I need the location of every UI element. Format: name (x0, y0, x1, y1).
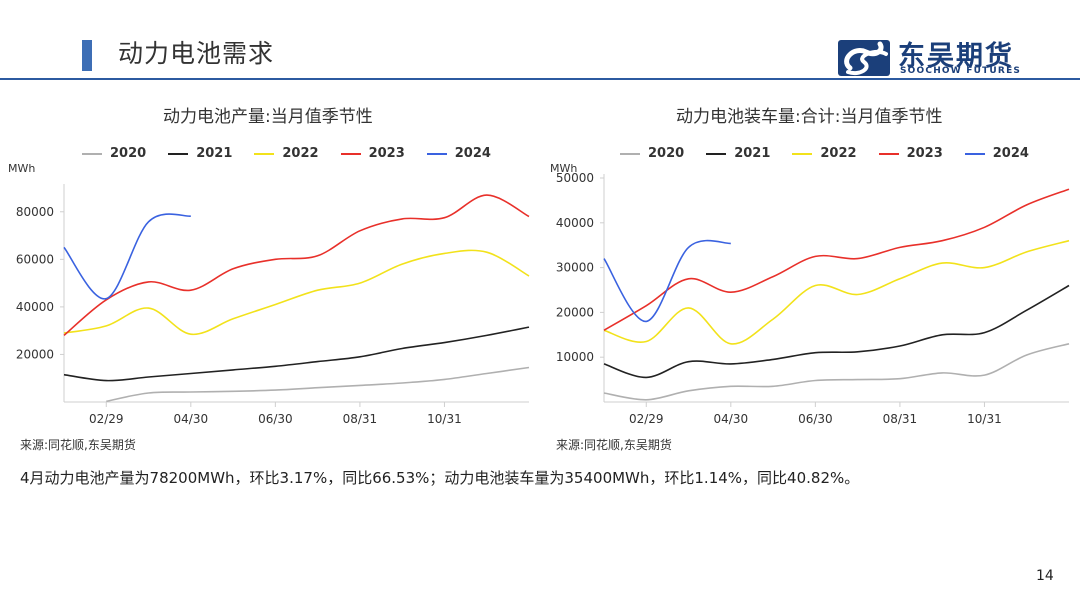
legend-label: 2023 (368, 146, 405, 161)
legend-swatch (254, 152, 275, 155)
legend-swatch (878, 152, 899, 155)
x-tick-label: 02/29 (629, 412, 664, 426)
legend-item-2022: 2022 (254, 146, 319, 161)
x-tick-label: 02/29 (89, 412, 124, 426)
legend-swatch (620, 152, 640, 155)
legend-label: 2020 (648, 146, 685, 161)
legend-label: 2021 (734, 146, 771, 161)
y-tick-label: 40000 (556, 216, 594, 230)
x-tick-label: 08/31 (343, 412, 378, 426)
x-tick-label: 06/30 (258, 412, 293, 426)
legend-item-2023: 2023 (878, 146, 943, 161)
legend-label: 2021 (196, 146, 233, 161)
logo-name: 东吴期货 (898, 41, 1014, 72)
series-line-2024 (603, 239, 731, 323)
series-line-2021 (63, 326, 530, 382)
legend-swatch (168, 152, 189, 155)
x-tick-label: 04/30 (174, 412, 209, 426)
y-tick-label: 10000 (556, 350, 594, 364)
x-tick-label: 10/31 (427, 412, 462, 426)
company-logo: 东吴期货 SOOCHOW FUTURES (836, 38, 1046, 78)
y-axis-label: MWh (8, 162, 35, 175)
legend-label: 2022 (820, 146, 857, 161)
x-tick-label: 04/30 (714, 412, 749, 426)
legend-swatch (426, 152, 447, 155)
x-tick-label: 08/31 (883, 412, 918, 426)
chart-2-legend: 2020 2021 2022 2023 2024 (620, 146, 1051, 161)
chart-1-legend: 2020 2021 2022 2023 2024 (82, 146, 513, 161)
legend-label: 2023 (906, 146, 943, 161)
legend-item-2022: 2022 (792, 146, 857, 161)
legend-swatch (792, 152, 813, 155)
chart-2-title: 动力电池装车量:合计:当月值季节性 (676, 107, 943, 127)
legend-swatch (964, 152, 985, 155)
title-accent-bar (82, 40, 92, 71)
y-tick-label: 50000 (556, 171, 594, 185)
legend-item-2020: 2020 (620, 146, 684, 161)
y-tick-label: 80000 (16, 205, 54, 219)
logo-subtitle: SOOCHOW FUTURES (900, 66, 1022, 76)
y-tick-label: 40000 (16, 300, 54, 314)
y-tick-label: 20000 (556, 305, 594, 319)
legend-item-2021: 2021 (168, 146, 232, 161)
series-line-2021 (603, 284, 1070, 379)
series-line-2024 (63, 213, 191, 300)
legend-item-2024: 2024 (426, 146, 491, 161)
x-tick-label: 06/30 (798, 412, 833, 426)
legend-swatch (706, 152, 727, 155)
chart-1-title: 动力电池产量:当月值季节性 (163, 107, 373, 127)
page-number: 14 (1036, 568, 1054, 584)
legend-label: 2022 (282, 146, 319, 161)
legend-label: 2024 (454, 146, 491, 161)
legend-item-2023: 2023 (340, 146, 405, 161)
chart-2-installation: MWh 10000 20000 30000 40000 50000 02/29 04/30 06… (550, 162, 1070, 426)
legend-swatch (340, 152, 361, 155)
legend-item-2024: 2024 (964, 146, 1029, 161)
series-line-2023 (603, 188, 1070, 331)
y-tick-label: 20000 (16, 347, 54, 361)
chart-2-source: 来源:同花顺,东吴期货 (556, 438, 672, 452)
legend-label: 2020 (110, 146, 147, 161)
series-line-2022 (603, 239, 1070, 345)
legend-swatch (82, 152, 102, 155)
y-tick-label: 60000 (16, 252, 54, 266)
series-line-2020 (603, 343, 1070, 401)
series-line-2022 (63, 249, 530, 336)
logo-mark-icon (838, 40, 890, 76)
page-title: 动力电池需求 (118, 39, 275, 68)
x-tick-label: 10/31 (967, 412, 1002, 426)
y-axis-label: MWh (550, 162, 577, 175)
legend-item-2020: 2020 (82, 146, 146, 161)
chart-1-production: MWh 20000 40000 60000 80000 02/29 04/30 06/30 08… (8, 162, 530, 426)
series-line-2023 (63, 194, 530, 337)
series-line-2020 (106, 366, 530, 403)
header-divider (0, 78, 1080, 80)
legend-item-2021: 2021 (706, 146, 770, 161)
summary-text: 4月动力电池产量为78200MWh，环比3.17%，同比66.53%；动力电池装… (20, 469, 860, 487)
chart-1-source: 来源:同花顺,东吴期货 (20, 438, 136, 452)
legend-label: 2024 (992, 146, 1029, 161)
y-tick-label: 30000 (556, 261, 594, 275)
